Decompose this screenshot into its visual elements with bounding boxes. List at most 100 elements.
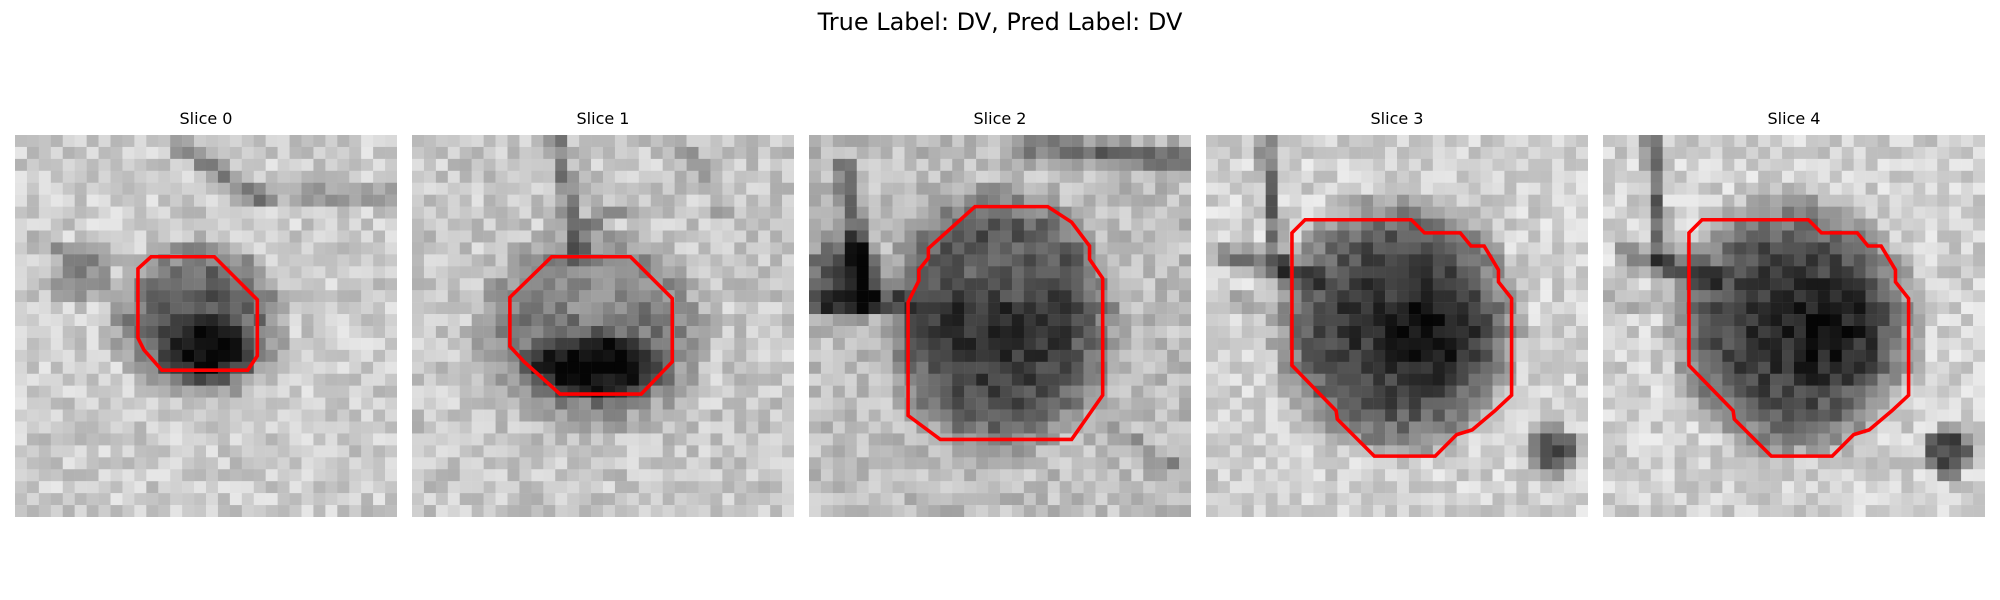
image-pixel [1456, 146, 1469, 160]
image-pixel [1758, 373, 1771, 386]
image-pixel [1626, 302, 1640, 315]
image-pixel [782, 457, 794, 470]
image-pixel [844, 457, 857, 470]
image-pixel [976, 397, 989, 410]
image-pixel [1973, 290, 1985, 303]
image-pixel [519, 493, 532, 506]
image-pixel [1143, 337, 1156, 351]
image-pixel [1758, 302, 1771, 315]
image-pixel [531, 397, 544, 410]
image-pixel [638, 326, 651, 339]
image-pixel [710, 194, 723, 207]
image-pixel [1107, 361, 1120, 374]
image-pixel [50, 302, 63, 315]
image-pixel [1540, 337, 1553, 351]
image-pixel [1047, 170, 1060, 183]
image-pixel [134, 397, 147, 410]
image-pixel [1552, 302, 1565, 315]
image-pixel [447, 182, 460, 195]
image-pixel [1650, 170, 1663, 183]
image-pixel [1734, 278, 1747, 291]
image-pixel [892, 135, 905, 148]
image-pixel [1107, 409, 1120, 422]
image-pixel [820, 135, 834, 148]
image-pixel [1456, 182, 1469, 195]
image-pixel [1710, 194, 1723, 207]
image-pixel [603, 135, 616, 148]
image-pixel [1626, 194, 1640, 207]
image-pixel [1131, 505, 1144, 517]
image-pixel [880, 361, 893, 374]
image-pixel [531, 445, 544, 458]
image-pixel [1949, 445, 1962, 458]
image-pixel [1119, 146, 1132, 160]
image-pixel [1229, 158, 1243, 172]
image-pixel [1095, 254, 1108, 267]
image-pixel [337, 194, 350, 207]
image-pixel [1023, 457, 1037, 470]
image-pixel [1468, 337, 1481, 351]
image-pixel [1107, 337, 1120, 351]
image-pixel [1614, 337, 1628, 351]
image-pixel [1492, 361, 1505, 374]
image-pixel [507, 266, 520, 279]
image-pixel [1877, 397, 1890, 410]
image-pixel [277, 302, 290, 315]
image-pixel [1603, 385, 1616, 398]
image-pixel [26, 409, 40, 422]
image-pixel [662, 278, 675, 291]
image-pixel [770, 194, 783, 207]
image-pixel [856, 278, 869, 291]
image-pixel [337, 421, 350, 434]
image-pixel [1265, 445, 1278, 458]
image-pixel [325, 493, 338, 506]
image-pixel [62, 349, 75, 363]
image-pixel [1468, 409, 1481, 422]
image-pixel [1397, 182, 1410, 195]
image-pixel [1408, 421, 1422, 434]
image-pixel [1603, 337, 1616, 351]
image-pixel [277, 170, 290, 183]
image-pixel [614, 445, 628, 458]
image-pixel [38, 254, 52, 267]
image-pixel [734, 481, 747, 494]
image-pixel [698, 385, 711, 398]
image-pixel [1420, 337, 1434, 351]
image-pixel [98, 326, 111, 339]
image-pixel [1937, 373, 1950, 386]
image-pixel [1337, 361, 1350, 374]
image-pixel [1456, 457, 1469, 470]
image-pixel [471, 469, 484, 482]
image-pixel [241, 146, 254, 160]
image-pixel [158, 314, 171, 327]
image-pixel [74, 445, 87, 458]
image-pixel [74, 505, 87, 517]
image-pixel [1889, 230, 1902, 243]
image-pixel [1206, 206, 1219, 219]
image-pixel [952, 349, 965, 363]
image-pixel [206, 337, 219, 351]
image-pixel [1528, 254, 1541, 267]
image-pixel [1841, 206, 1854, 219]
image-pixel [1468, 218, 1481, 231]
image-pixel [1913, 361, 1926, 374]
image-pixel [1504, 433, 1517, 446]
image-pixel [1131, 373, 1144, 386]
image-pixel [770, 326, 783, 339]
image-pixel [1241, 302, 1254, 315]
image-pixel [1432, 326, 1445, 339]
image-pixel [1361, 266, 1374, 279]
image-pixel [1603, 146, 1616, 160]
image-pixel [1167, 182, 1180, 195]
image-pixel [892, 433, 905, 446]
image-pixel [1925, 218, 1938, 231]
image-pixel [928, 218, 941, 231]
image-pixel [1277, 314, 1290, 327]
image-pixel [1468, 385, 1481, 398]
image-pixel [1698, 421, 1711, 434]
image-pixel [820, 481, 834, 494]
image-pixel [1420, 290, 1434, 303]
image-pixel [50, 385, 63, 398]
image-pixel [1480, 158, 1493, 172]
image-pixel [928, 206, 941, 219]
